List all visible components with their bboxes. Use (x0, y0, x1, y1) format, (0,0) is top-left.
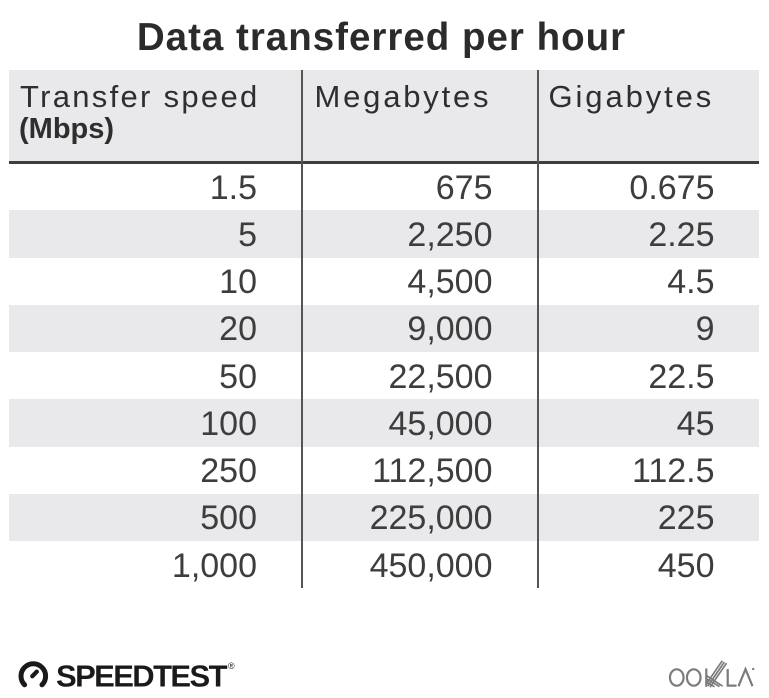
svg-text:SPEEDTEST: SPEEDTEST (56, 659, 228, 694)
svg-text:®: ® (228, 661, 235, 671)
